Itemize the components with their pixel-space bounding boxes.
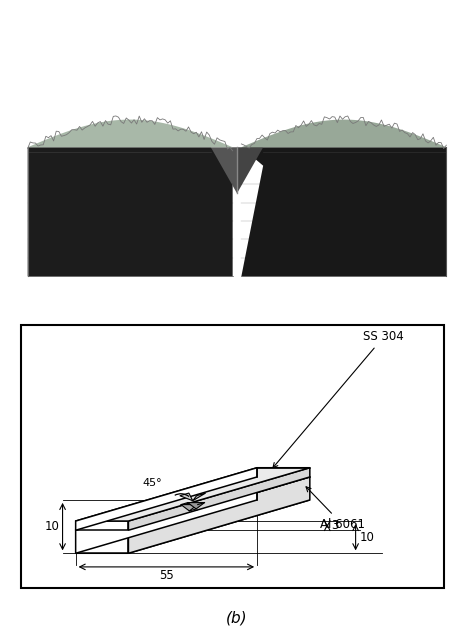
Text: Al 6061: Al 6061 bbox=[306, 487, 365, 531]
Polygon shape bbox=[241, 147, 447, 276]
Polygon shape bbox=[76, 500, 310, 553]
Text: (b): (b) bbox=[226, 611, 248, 626]
Text: 45°: 45° bbox=[143, 478, 163, 488]
Polygon shape bbox=[76, 530, 128, 553]
Text: 55: 55 bbox=[159, 569, 174, 582]
Polygon shape bbox=[27, 147, 233, 276]
Polygon shape bbox=[128, 468, 310, 530]
Polygon shape bbox=[181, 505, 198, 511]
Polygon shape bbox=[128, 477, 310, 553]
Polygon shape bbox=[76, 468, 257, 530]
Polygon shape bbox=[193, 493, 206, 501]
Polygon shape bbox=[76, 521, 128, 530]
Text: SS 304: SS 304 bbox=[273, 330, 404, 468]
Polygon shape bbox=[211, 147, 237, 193]
Text: 2: 2 bbox=[190, 501, 197, 514]
Polygon shape bbox=[76, 468, 310, 521]
Text: 3: 3 bbox=[332, 519, 339, 532]
Polygon shape bbox=[27, 120, 233, 147]
Text: 10: 10 bbox=[360, 531, 375, 544]
Polygon shape bbox=[188, 503, 205, 509]
Text: (a): (a) bbox=[226, 332, 248, 347]
Text: 10: 10 bbox=[44, 520, 59, 533]
Polygon shape bbox=[76, 477, 310, 530]
Polygon shape bbox=[241, 120, 447, 147]
Polygon shape bbox=[237, 147, 263, 193]
Polygon shape bbox=[180, 493, 193, 501]
Polygon shape bbox=[76, 477, 257, 553]
